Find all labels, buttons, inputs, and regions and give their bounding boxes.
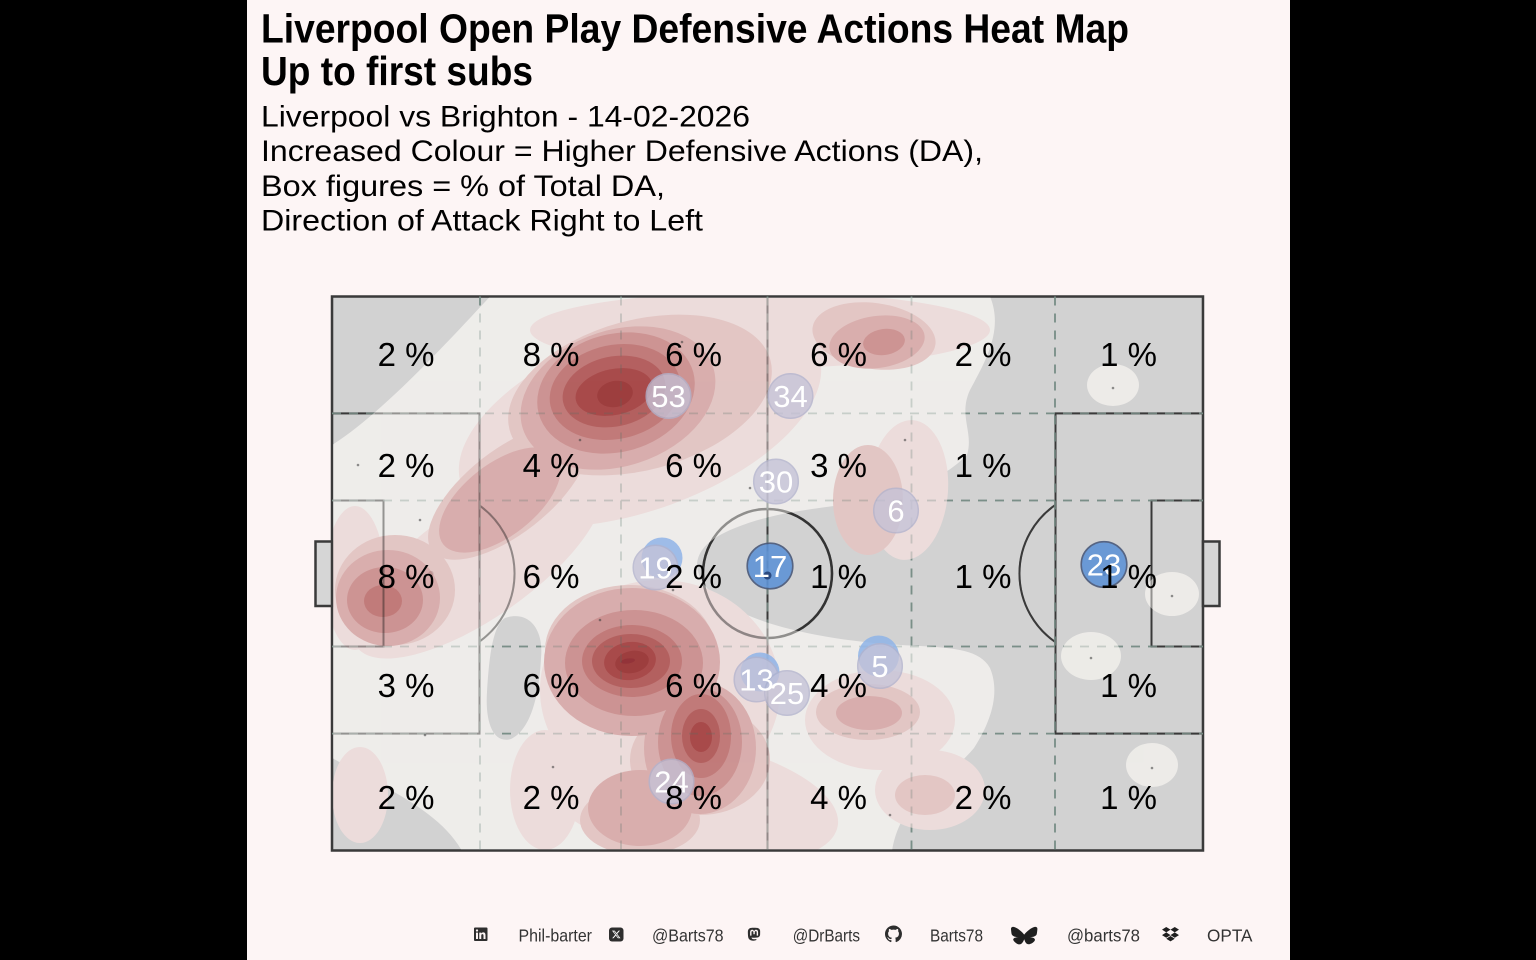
- svg-text:5: 5: [871, 649, 888, 684]
- svg-text:1 %: 1 %: [1100, 558, 1157, 595]
- svg-text:6 %: 6 %: [665, 336, 722, 373]
- svg-text:2 %: 2 %: [378, 447, 435, 484]
- svg-text:@Barts78: @Barts78: [652, 926, 724, 946]
- svg-text:Liverpool vs Brighton - 14-02-: Liverpool vs Brighton - 14-02-2026: [261, 101, 750, 134]
- svg-text:OPTA: OPTA: [1207, 926, 1253, 946]
- svg-text:@barts78: @barts78: [1067, 926, 1140, 946]
- svg-text:25: 25: [770, 676, 804, 711]
- svg-text:2 %: 2 %: [523, 779, 580, 816]
- svg-text:30: 30: [759, 465, 793, 500]
- svg-text:4 %: 4 %: [810, 667, 867, 704]
- svg-text:1 %: 1 %: [1100, 667, 1157, 704]
- svg-text:8 %: 8 %: [523, 336, 580, 373]
- svg-text:1 %: 1 %: [810, 558, 867, 595]
- svg-text:1 %: 1 %: [955, 558, 1012, 595]
- svg-text:1 %: 1 %: [1100, 779, 1157, 816]
- svg-text:1 %: 1 %: [955, 447, 1012, 484]
- svg-text:17: 17: [753, 549, 787, 584]
- svg-text:8 %: 8 %: [665, 779, 722, 816]
- svg-text:2 %: 2 %: [378, 336, 435, 373]
- svg-text:4 %: 4 %: [523, 447, 580, 484]
- svg-text:Box figures = % of Total DA,: Box figures = % of Total DA,: [261, 170, 665, 203]
- svg-text:3 %: 3 %: [378, 667, 435, 704]
- svg-text:6: 6: [887, 494, 904, 529]
- svg-text:2 %: 2 %: [378, 779, 435, 816]
- svg-text:Direction of Attack Right to L: Direction of Attack Right to Left: [261, 205, 704, 238]
- svg-text:13: 13: [739, 663, 773, 698]
- svg-text:53: 53: [651, 379, 685, 414]
- svg-text:6 %: 6 %: [523, 558, 580, 595]
- svg-text:6 %: 6 %: [665, 667, 722, 704]
- svg-text:Liverpool Open Play Defensive: Liverpool Open Play Defensive Actions He…: [261, 6, 1129, 52]
- svg-text:19: 19: [638, 551, 672, 586]
- svg-text:2 %: 2 %: [955, 336, 1012, 373]
- svg-text:34: 34: [773, 379, 807, 414]
- svg-text:23: 23: [1087, 548, 1121, 583]
- svg-text:3 %: 3 %: [810, 447, 867, 484]
- svg-text:2 %: 2 %: [955, 779, 1012, 816]
- svg-text:1 %: 1 %: [1100, 336, 1157, 373]
- svg-text:6 %: 6 %: [523, 667, 580, 704]
- svg-text:Barts78: Barts78: [930, 926, 983, 946]
- svg-text:4 %: 4 %: [810, 779, 867, 816]
- svg-text:24: 24: [654, 765, 688, 800]
- svg-text:@DrBarts: @DrBarts: [793, 926, 860, 946]
- svg-text:6 %: 6 %: [665, 447, 722, 484]
- svg-text:6 %: 6 %: [810, 336, 867, 373]
- svg-text:Increased Colour = Higher Defe: Increased Colour = Higher Defensive Acti…: [261, 135, 983, 168]
- svg-text:Phil-barter: Phil-barter: [519, 926, 593, 946]
- svg-text:8 %: 8 %: [378, 558, 435, 595]
- svg-text:2 %: 2 %: [665, 558, 722, 595]
- svg-text:Up to first subs: Up to first subs: [261, 48, 533, 94]
